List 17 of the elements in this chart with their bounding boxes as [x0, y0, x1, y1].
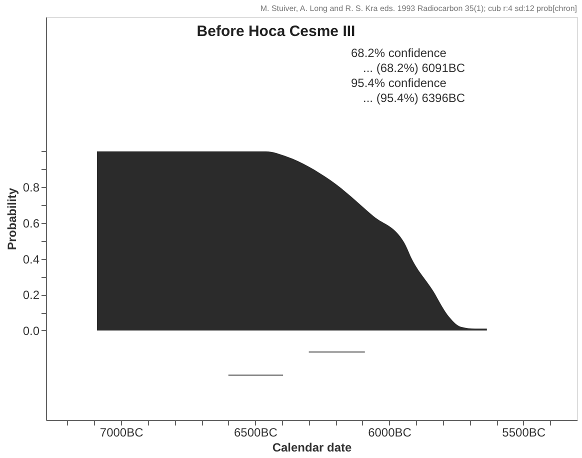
annotation: 68.2% confidence [351, 46, 447, 60]
y-tick-label: 0.8 [22, 180, 40, 195]
annotation: ... (95.4%) 6396BC [363, 91, 466, 105]
annotation: ... (68.2%) 6091BC [363, 61, 466, 75]
x-tick-label: 7000BC [100, 426, 144, 440]
y-axis-title: Probability [4, 188, 19, 250]
annotation: 95.4% confidence [351, 76, 447, 90]
x-tick-label: 5500BC [502, 426, 546, 440]
y-tick-label: 0.0 [22, 324, 40, 338]
text: M. Stuiver, A. Long and R. S. Kra eds. 1993 Radiocarbon 35(1); cub r:4 sd:12 prob[chron] [260, 4, 577, 13]
y-tick-label: 0.2 [22, 288, 40, 302]
x-tick-label: 6500BC [234, 426, 278, 440]
x-axis-title: Calendar date [272, 440, 352, 454]
y-tick-label: 0.4 [22, 252, 40, 266]
x-tick-label: 6000BC [368, 426, 412, 440]
chart-title: Before Hoca Cesme III [196, 23, 356, 40]
y-tick-label: 0.6 [22, 216, 40, 230]
